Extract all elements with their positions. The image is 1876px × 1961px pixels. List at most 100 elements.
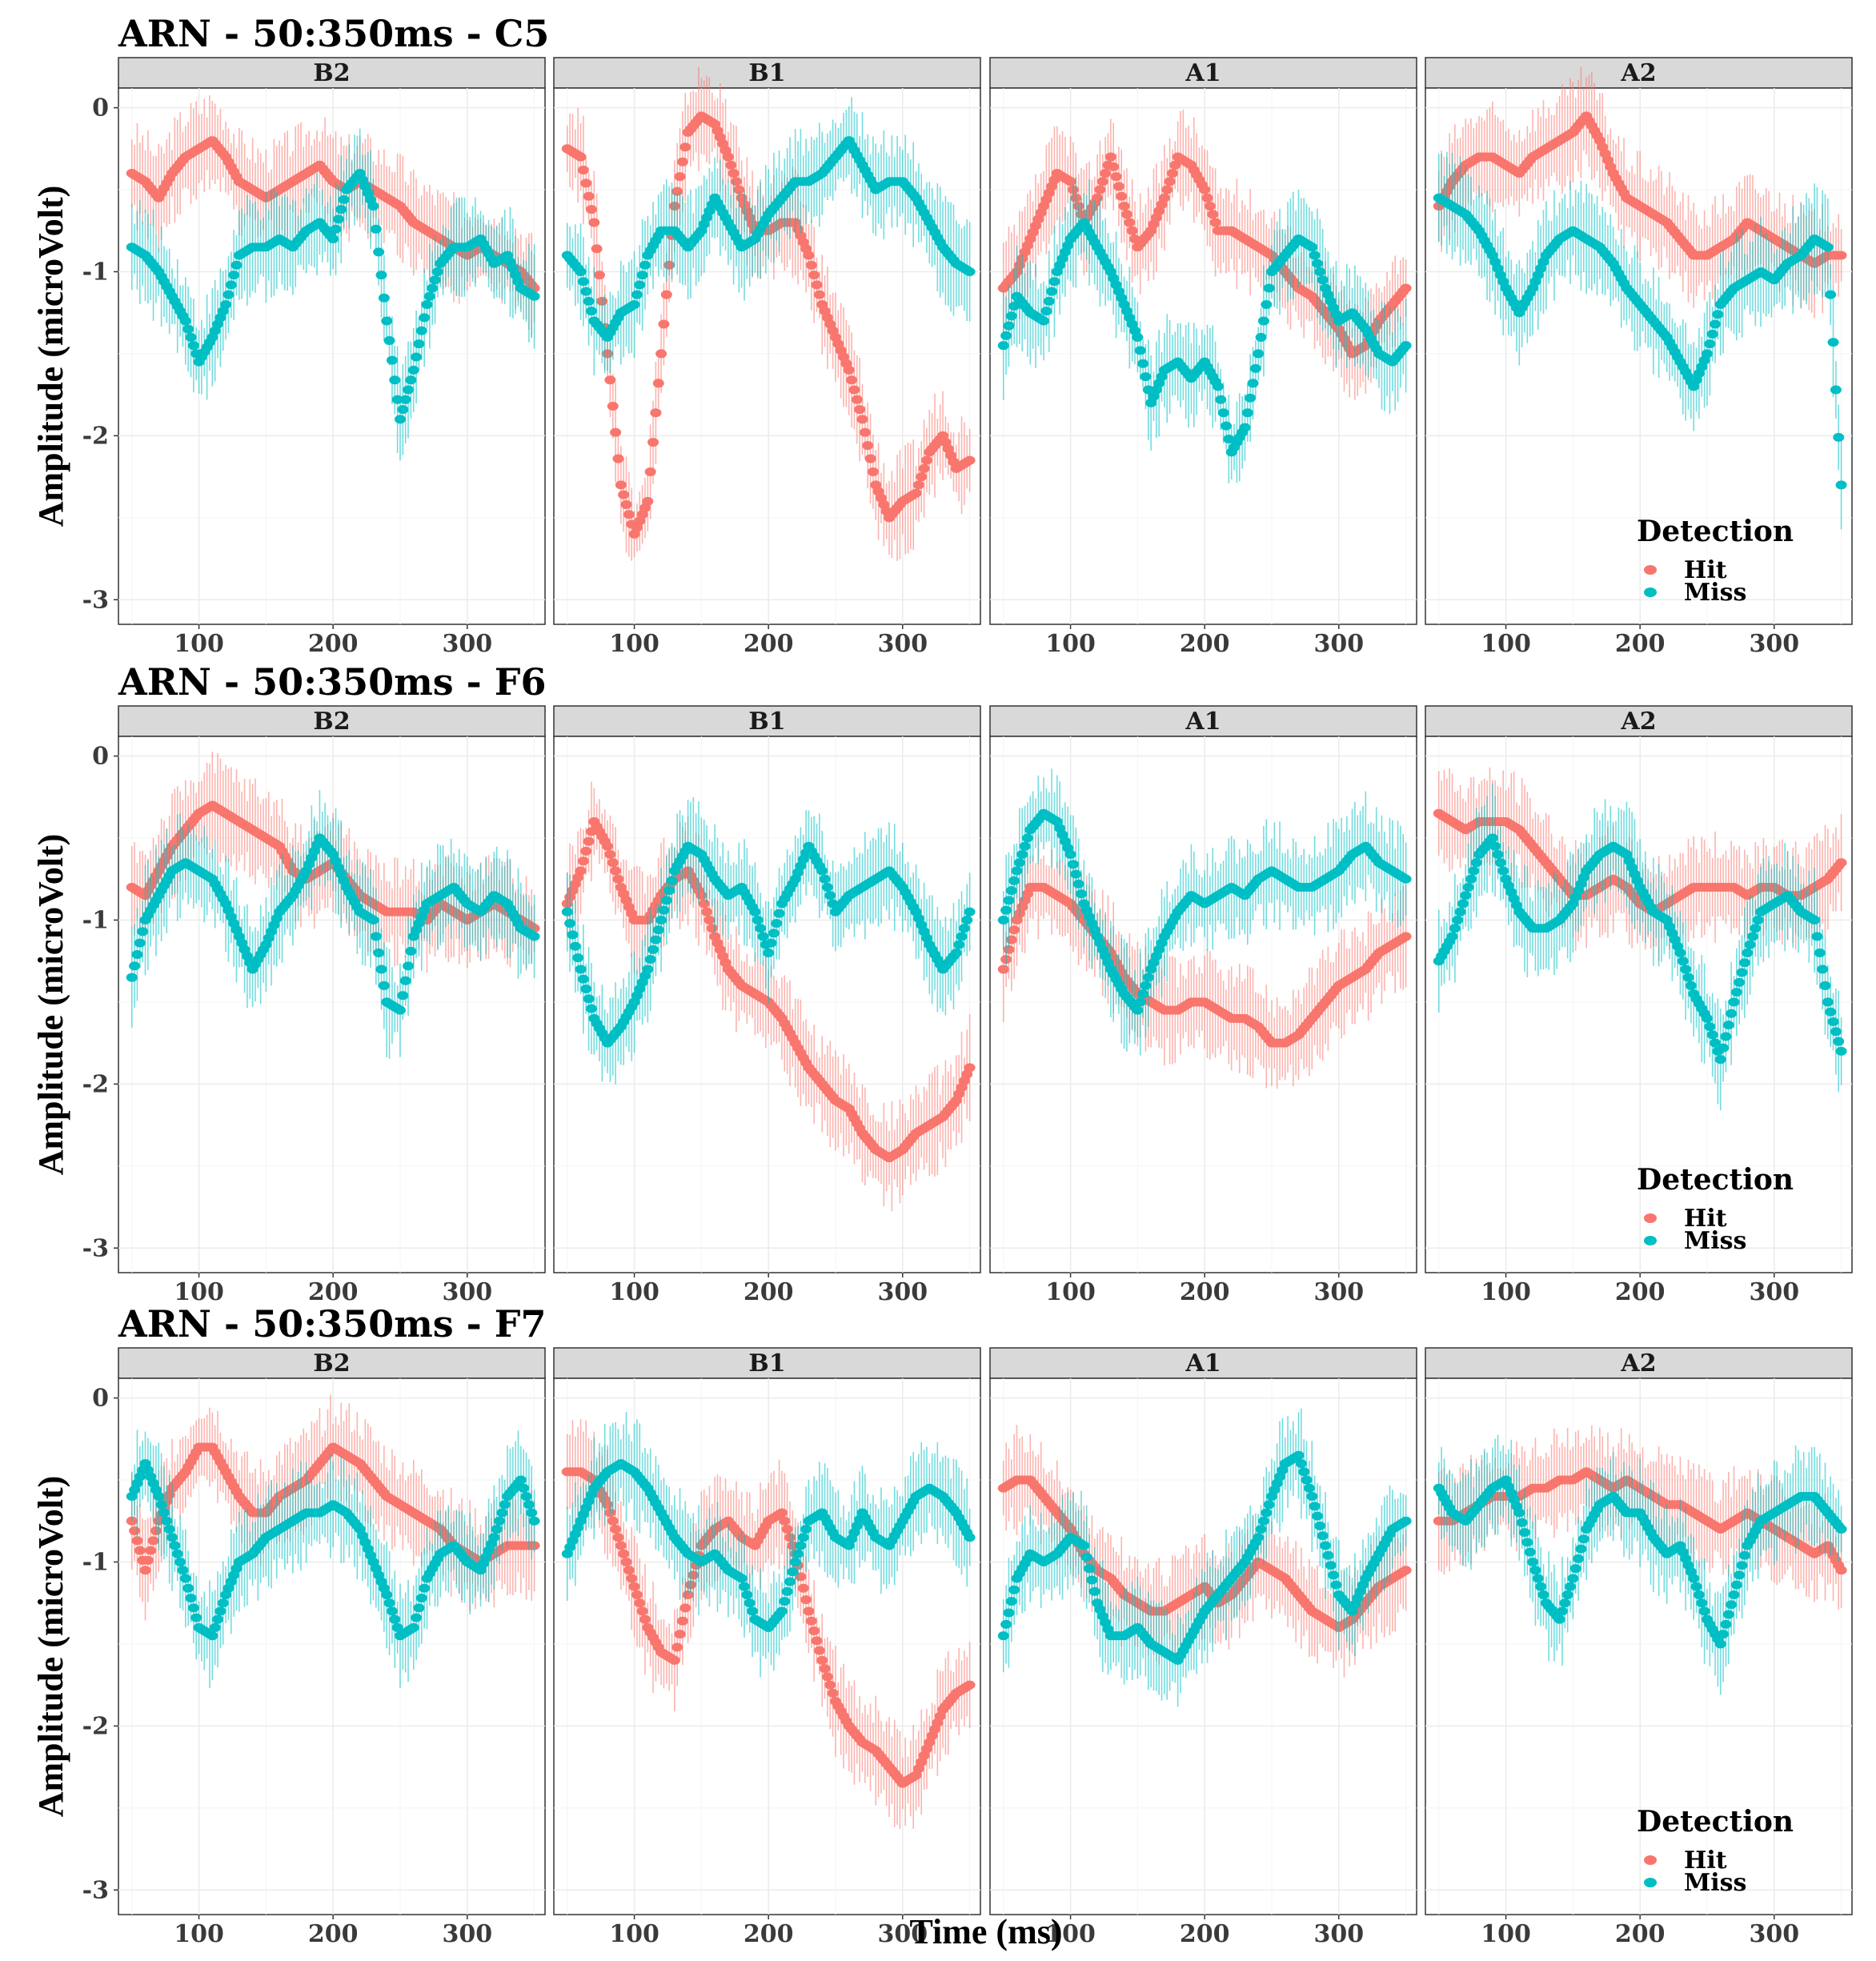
hit-point: [610, 866, 622, 876]
legend-label: Miss: [1684, 579, 1746, 607]
miss-point: [567, 930, 579, 940]
miss-point: [1462, 883, 1474, 892]
hit-point: [854, 405, 866, 415]
hit-point: [910, 488, 922, 498]
miss-point: [631, 290, 643, 299]
miss-point: [583, 994, 595, 1004]
facet-strip-label: B2: [313, 59, 350, 87]
miss-point: [824, 891, 836, 900]
miss-point: [1460, 891, 1472, 900]
hit-point: [577, 165, 589, 174]
miss-point: [1134, 997, 1146, 1007]
x-tick-label: 200: [1180, 1278, 1230, 1306]
miss-point: [1245, 393, 1257, 403]
miss-point: [634, 280, 646, 290]
miss-point: [415, 326, 427, 335]
facet-strip: [1425, 705, 1853, 737]
facet-strip: [553, 705, 981, 737]
x-tick-label: 300: [1313, 1278, 1364, 1306]
x-tick-label: 100: [1481, 630, 1531, 658]
miss-point: [1212, 382, 1224, 391]
miss-point: [126, 972, 138, 982]
miss-point: [1137, 359, 1149, 368]
miss-point: [1452, 915, 1464, 924]
miss-point: [749, 907, 761, 916]
miss-point: [1000, 331, 1012, 340]
miss-point: [1137, 989, 1149, 999]
miss-point: [403, 385, 415, 395]
hit-point: [1110, 172, 1122, 182]
miss-point: [431, 267, 443, 276]
miss-point: [658, 905, 670, 915]
hit-point: [722, 152, 734, 162]
hit-point: [1158, 193, 1170, 203]
x-tick-label: 200: [1615, 630, 1666, 658]
y-tick-label: 0: [92, 94, 109, 122]
miss-point: [182, 324, 194, 334]
y-tick-label: -3: [82, 586, 109, 614]
hit-point: [803, 251, 815, 260]
miss-point: [1457, 899, 1469, 908]
miss-point: [1140, 981, 1152, 990]
miss-point: [1000, 905, 1012, 915]
facet-strip-label: B2: [313, 708, 350, 736]
miss-point: [1241, 408, 1253, 418]
hit-point: [964, 1063, 976, 1073]
miss-point: [1825, 290, 1837, 299]
y-axis-title: Amplitude (microVolt): [31, 834, 70, 1176]
hit-point: [846, 375, 858, 385]
hit-point: [1120, 210, 1132, 219]
x-tick-label: 300: [1313, 630, 1364, 658]
hit-point: [593, 271, 605, 280]
miss-point: [1710, 319, 1722, 329]
hit-point: [642, 496, 654, 506]
x-tick-label: 300: [442, 630, 492, 658]
hit-point: [813, 290, 825, 299]
hit-point: [1209, 218, 1221, 227]
miss-point: [1003, 321, 1015, 331]
miss-point: [1140, 372, 1152, 382]
miss-point: [528, 932, 540, 941]
x-tick-label: 200: [308, 630, 359, 658]
chart-title: ARN - 50:350ms - F6: [118, 660, 546, 704]
miss-point: [394, 1005, 406, 1015]
hit-point: [679, 142, 691, 152]
facet-strip-label: A1: [1185, 59, 1221, 87]
hit-point: [604, 850, 616, 860]
miss-point: [666, 876, 678, 885]
hit-point: [647, 438, 659, 447]
hit-point: [577, 856, 589, 866]
miss-point: [642, 964, 654, 974]
miss-point: [572, 953, 584, 963]
hit-point: [612, 874, 624, 884]
miss-point: [1046, 287, 1058, 296]
miss-series: [1433, 151, 1847, 530]
miss-point: [585, 307, 597, 316]
miss-point: [1132, 332, 1144, 342]
miss-series: [126, 789, 540, 1059]
hit-point: [585, 205, 597, 215]
legend-label: Hit: [1684, 556, 1727, 584]
miss-series: [997, 177, 1412, 483]
hit-point: [1008, 925, 1020, 935]
legend-title: Detection: [1637, 515, 1794, 548]
miss-point: [225, 280, 237, 290]
hit-point: [655, 349, 667, 359]
hit-point: [1104, 152, 1116, 162]
facet-strip: [1425, 57, 1853, 89]
panel-background: [553, 87, 981, 625]
miss-point: [391, 395, 403, 404]
facet-panel: B1 100 200 300: [553, 705, 981, 1306]
legend-key-miss: [1644, 587, 1657, 597]
facet-strip: [989, 57, 1417, 89]
miss-point: [1835, 480, 1847, 490]
miss-point: [569, 941, 581, 951]
miss-point: [575, 267, 587, 276]
miss-point: [1142, 972, 1154, 982]
miss-point: [1072, 879, 1084, 888]
y-tick-label: -1: [82, 258, 109, 286]
hit-point: [583, 191, 595, 201]
chart-row: ARN - 50:350ms - F6 Amplitude (microVolt)…: [31, 660, 1853, 1306]
y-tick-label: -2: [82, 1070, 109, 1098]
x-tick-label: 100: [609, 1278, 659, 1306]
